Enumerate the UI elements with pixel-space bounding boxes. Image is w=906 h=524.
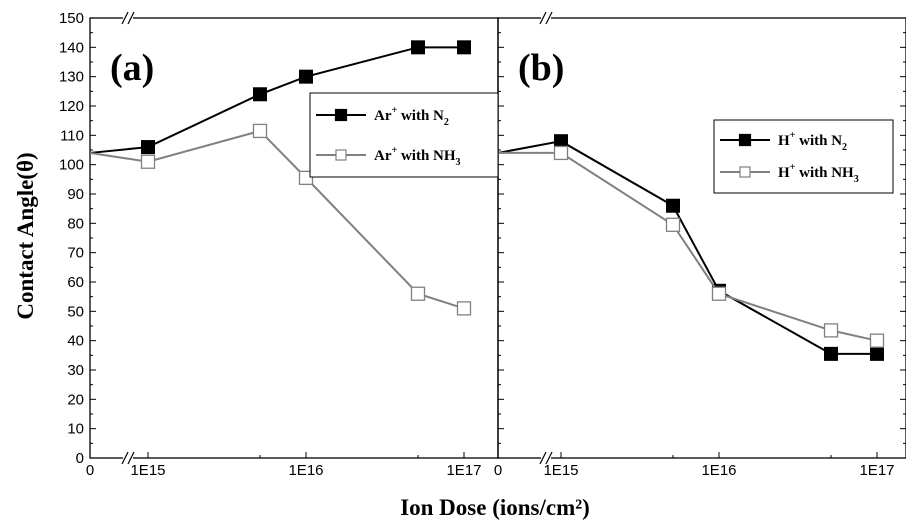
y-tick-label: 80 — [67, 215, 84, 232]
axis-break-gap — [541, 452, 551, 464]
data-point — [665, 217, 681, 232]
data-point — [456, 301, 472, 316]
panel-b: 0 1E15 1E16 1E17 (b) — [494, 11, 906, 479]
y-tick-label: 120 — [59, 98, 84, 115]
y-tick-label: 140 — [59, 39, 84, 56]
legend-marker — [334, 108, 348, 122]
y-tick-label: 150 — [59, 10, 84, 27]
axis-break-mark — [539, 11, 547, 25]
axes-layer: 0 10 20 30 40 50 60 70 80 90 100 110 120 130 140 150 0 1E… — [59, 10, 906, 479]
series-nh3-a — [89, 123, 472, 316]
axis-break-mark — [545, 11, 553, 25]
data-point — [711, 286, 727, 301]
series-line — [498, 151, 878, 342]
y-tick-label: 110 — [60, 127, 84, 144]
axis-break-mark — [121, 451, 129, 465]
y-tick-label: 130 — [59, 69, 84, 86]
data-point — [457, 40, 471, 55]
data-point — [824, 346, 838, 361]
series-n2-a — [89, 40, 471, 155]
legend-box — [309, 92, 499, 178]
legend-box — [713, 119, 894, 194]
data-point — [252, 123, 268, 139]
legend-label: Ar+ with N2 — [374, 105, 449, 128]
data-point — [253, 87, 267, 102]
series-line — [497, 140, 877, 355]
data-point — [140, 154, 156, 169]
data-point — [666, 198, 680, 213]
legend-label: H+ with NH3 — [778, 162, 859, 185]
y-tick-label: 90 — [67, 186, 84, 203]
data-point — [870, 346, 884, 361]
data-point — [299, 69, 313, 84]
axis-break-mark — [121, 11, 129, 25]
x-tick-label: 1E16 — [288, 462, 323, 479]
series-nh3-b — [498, 145, 885, 348]
data-point — [823, 323, 839, 338]
series-layer — [89, 40, 885, 361]
y-tick-label: 70 — [67, 245, 84, 262]
legend-label: Ar+ with NH3 — [374, 145, 461, 168]
series-line — [89, 46, 464, 154]
legend-marker — [739, 166, 751, 178]
x-tick-label: 1E15 — [543, 462, 578, 479]
axis-break-mark — [539, 451, 547, 465]
axis-break-mark — [127, 11, 135, 25]
y-tick-label: 10 — [67, 421, 84, 438]
y-tick-label: 40 — [67, 333, 84, 350]
legend-label: H+ with N2 — [778, 130, 847, 153]
x-tick-label: 0 — [494, 462, 502, 479]
y-tick-label: 60 — [67, 274, 84, 291]
x-tick-label: 1E16 — [701, 462, 736, 479]
legend-a: Ar+ with N2 Ar+ with NH3 — [309, 92, 499, 178]
y-tick-label: 20 — [67, 391, 84, 408]
data-point — [410, 286, 426, 301]
x-tick-label: 1E15 — [130, 462, 165, 479]
y-tick-label: 100 — [59, 157, 84, 174]
data-point — [141, 140, 155, 155]
axis-break-mark — [545, 451, 553, 465]
y-tick-label: 50 — [67, 303, 84, 320]
axis-break-gap — [123, 452, 133, 464]
legend-marker — [335, 149, 347, 161]
data-point — [553, 145, 569, 161]
legend-marker — [738, 133, 752, 147]
legend-b: H+ with N2 H+ with NH3 — [713, 119, 894, 194]
panel-label: (a) — [110, 47, 154, 89]
y-axis-title: Contact Angle(θ) — [13, 152, 38, 319]
data-point — [298, 170, 314, 186]
data-point — [869, 333, 885, 348]
x-axis-title: Ion Dose (ions/cm²) — [400, 495, 590, 520]
x-tick-label: 1E17 — [446, 462, 481, 479]
y-tick-label: 30 — [67, 362, 84, 379]
data-point — [554, 134, 568, 149]
x-tick-label: 0 — [86, 462, 94, 479]
panel-a: 0 10 20 30 40 50 60 70 80 90 100 110 120 130 140 150 0 1E… — [59, 10, 499, 479]
data-point — [411, 40, 425, 55]
y-tick-label: 0 — [76, 450, 84, 467]
axis-break-gap — [541, 12, 551, 24]
x-tick-label: 1E17 — [859, 462, 894, 479]
axis-break-gap — [123, 12, 133, 24]
series-line — [89, 129, 465, 310]
axis-break-mark — [127, 451, 135, 465]
panel-label: (b) — [518, 47, 564, 89]
